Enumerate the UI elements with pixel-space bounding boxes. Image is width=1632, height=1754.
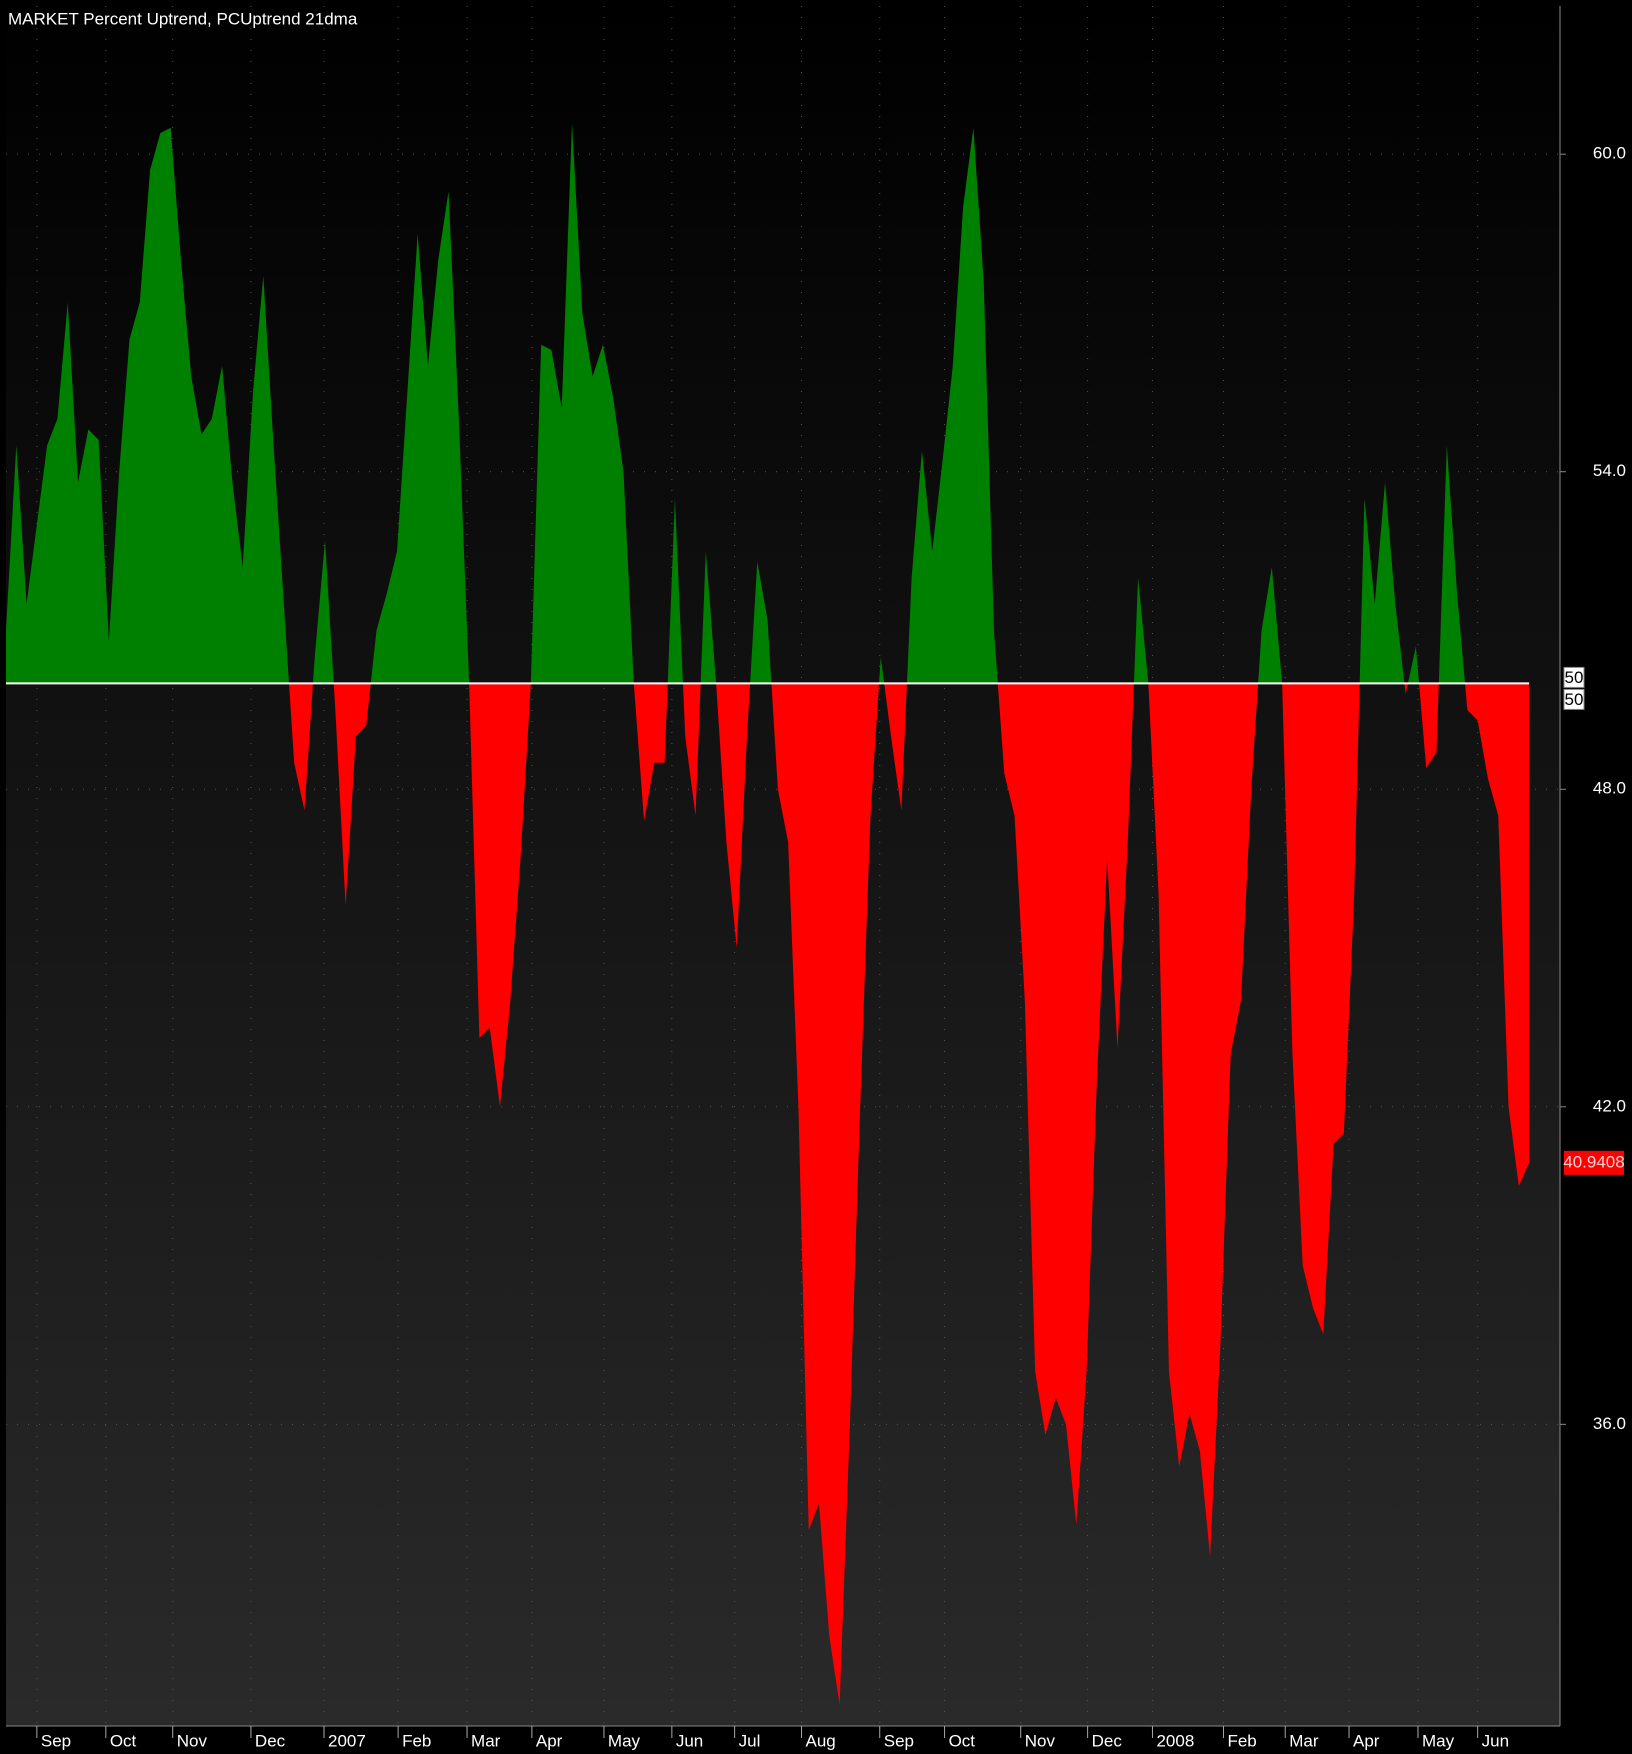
x-tick-label: Mar xyxy=(471,1731,501,1750)
chart-title: MARKET Percent Uptrend, PCUptrend 21dma xyxy=(8,9,358,28)
x-tick-label: Sep xyxy=(41,1731,71,1750)
x-tick-label: Dec xyxy=(255,1731,286,1750)
y-tick-label: 48.0 xyxy=(1593,779,1626,798)
x-tick-label: Sep xyxy=(884,1731,914,1750)
y-tick-label: 54.0 xyxy=(1593,461,1626,480)
x-tick-label: May xyxy=(1422,1731,1455,1750)
y-tick-label: 36.0 xyxy=(1593,1414,1626,1433)
y-tick-label: 60.0 xyxy=(1593,144,1626,163)
x-tick-label: Feb xyxy=(1227,1731,1256,1750)
x-tick-label: Apr xyxy=(536,1731,563,1750)
threshold-label: 50 xyxy=(1565,690,1584,709)
x-tick-label: Jul xyxy=(739,1731,761,1750)
threshold-box xyxy=(1563,688,1585,710)
x-tick-label: 2007 xyxy=(328,1731,366,1750)
threshold-box xyxy=(1563,666,1585,688)
x-tick-label: Aug xyxy=(806,1731,836,1750)
x-tick-label: Oct xyxy=(110,1731,137,1750)
x-tick-label: Mar xyxy=(1289,1731,1319,1750)
last-value-label: 40.9408 xyxy=(1563,1152,1624,1171)
x-tick-label: May xyxy=(608,1731,641,1750)
x-tick-label: 2008 xyxy=(1156,1731,1194,1750)
x-tick-label: Jun xyxy=(1482,1731,1509,1750)
area-below xyxy=(289,683,1530,1705)
last-value-box xyxy=(1564,1150,1624,1175)
x-tick-label: Feb xyxy=(402,1731,431,1750)
x-tick-label: Oct xyxy=(949,1731,976,1750)
x-tick-label: Dec xyxy=(1092,1731,1123,1750)
x-tick-label: Apr xyxy=(1353,1731,1380,1750)
x-tick-label: Nov xyxy=(1025,1731,1056,1750)
x-tick-label: Nov xyxy=(177,1731,208,1750)
threshold-label: 50 xyxy=(1565,668,1584,687)
x-tick-label: Jun xyxy=(676,1731,703,1750)
y-tick-label: 42.0 xyxy=(1593,1096,1626,1115)
area-above xyxy=(6,122,1530,684)
